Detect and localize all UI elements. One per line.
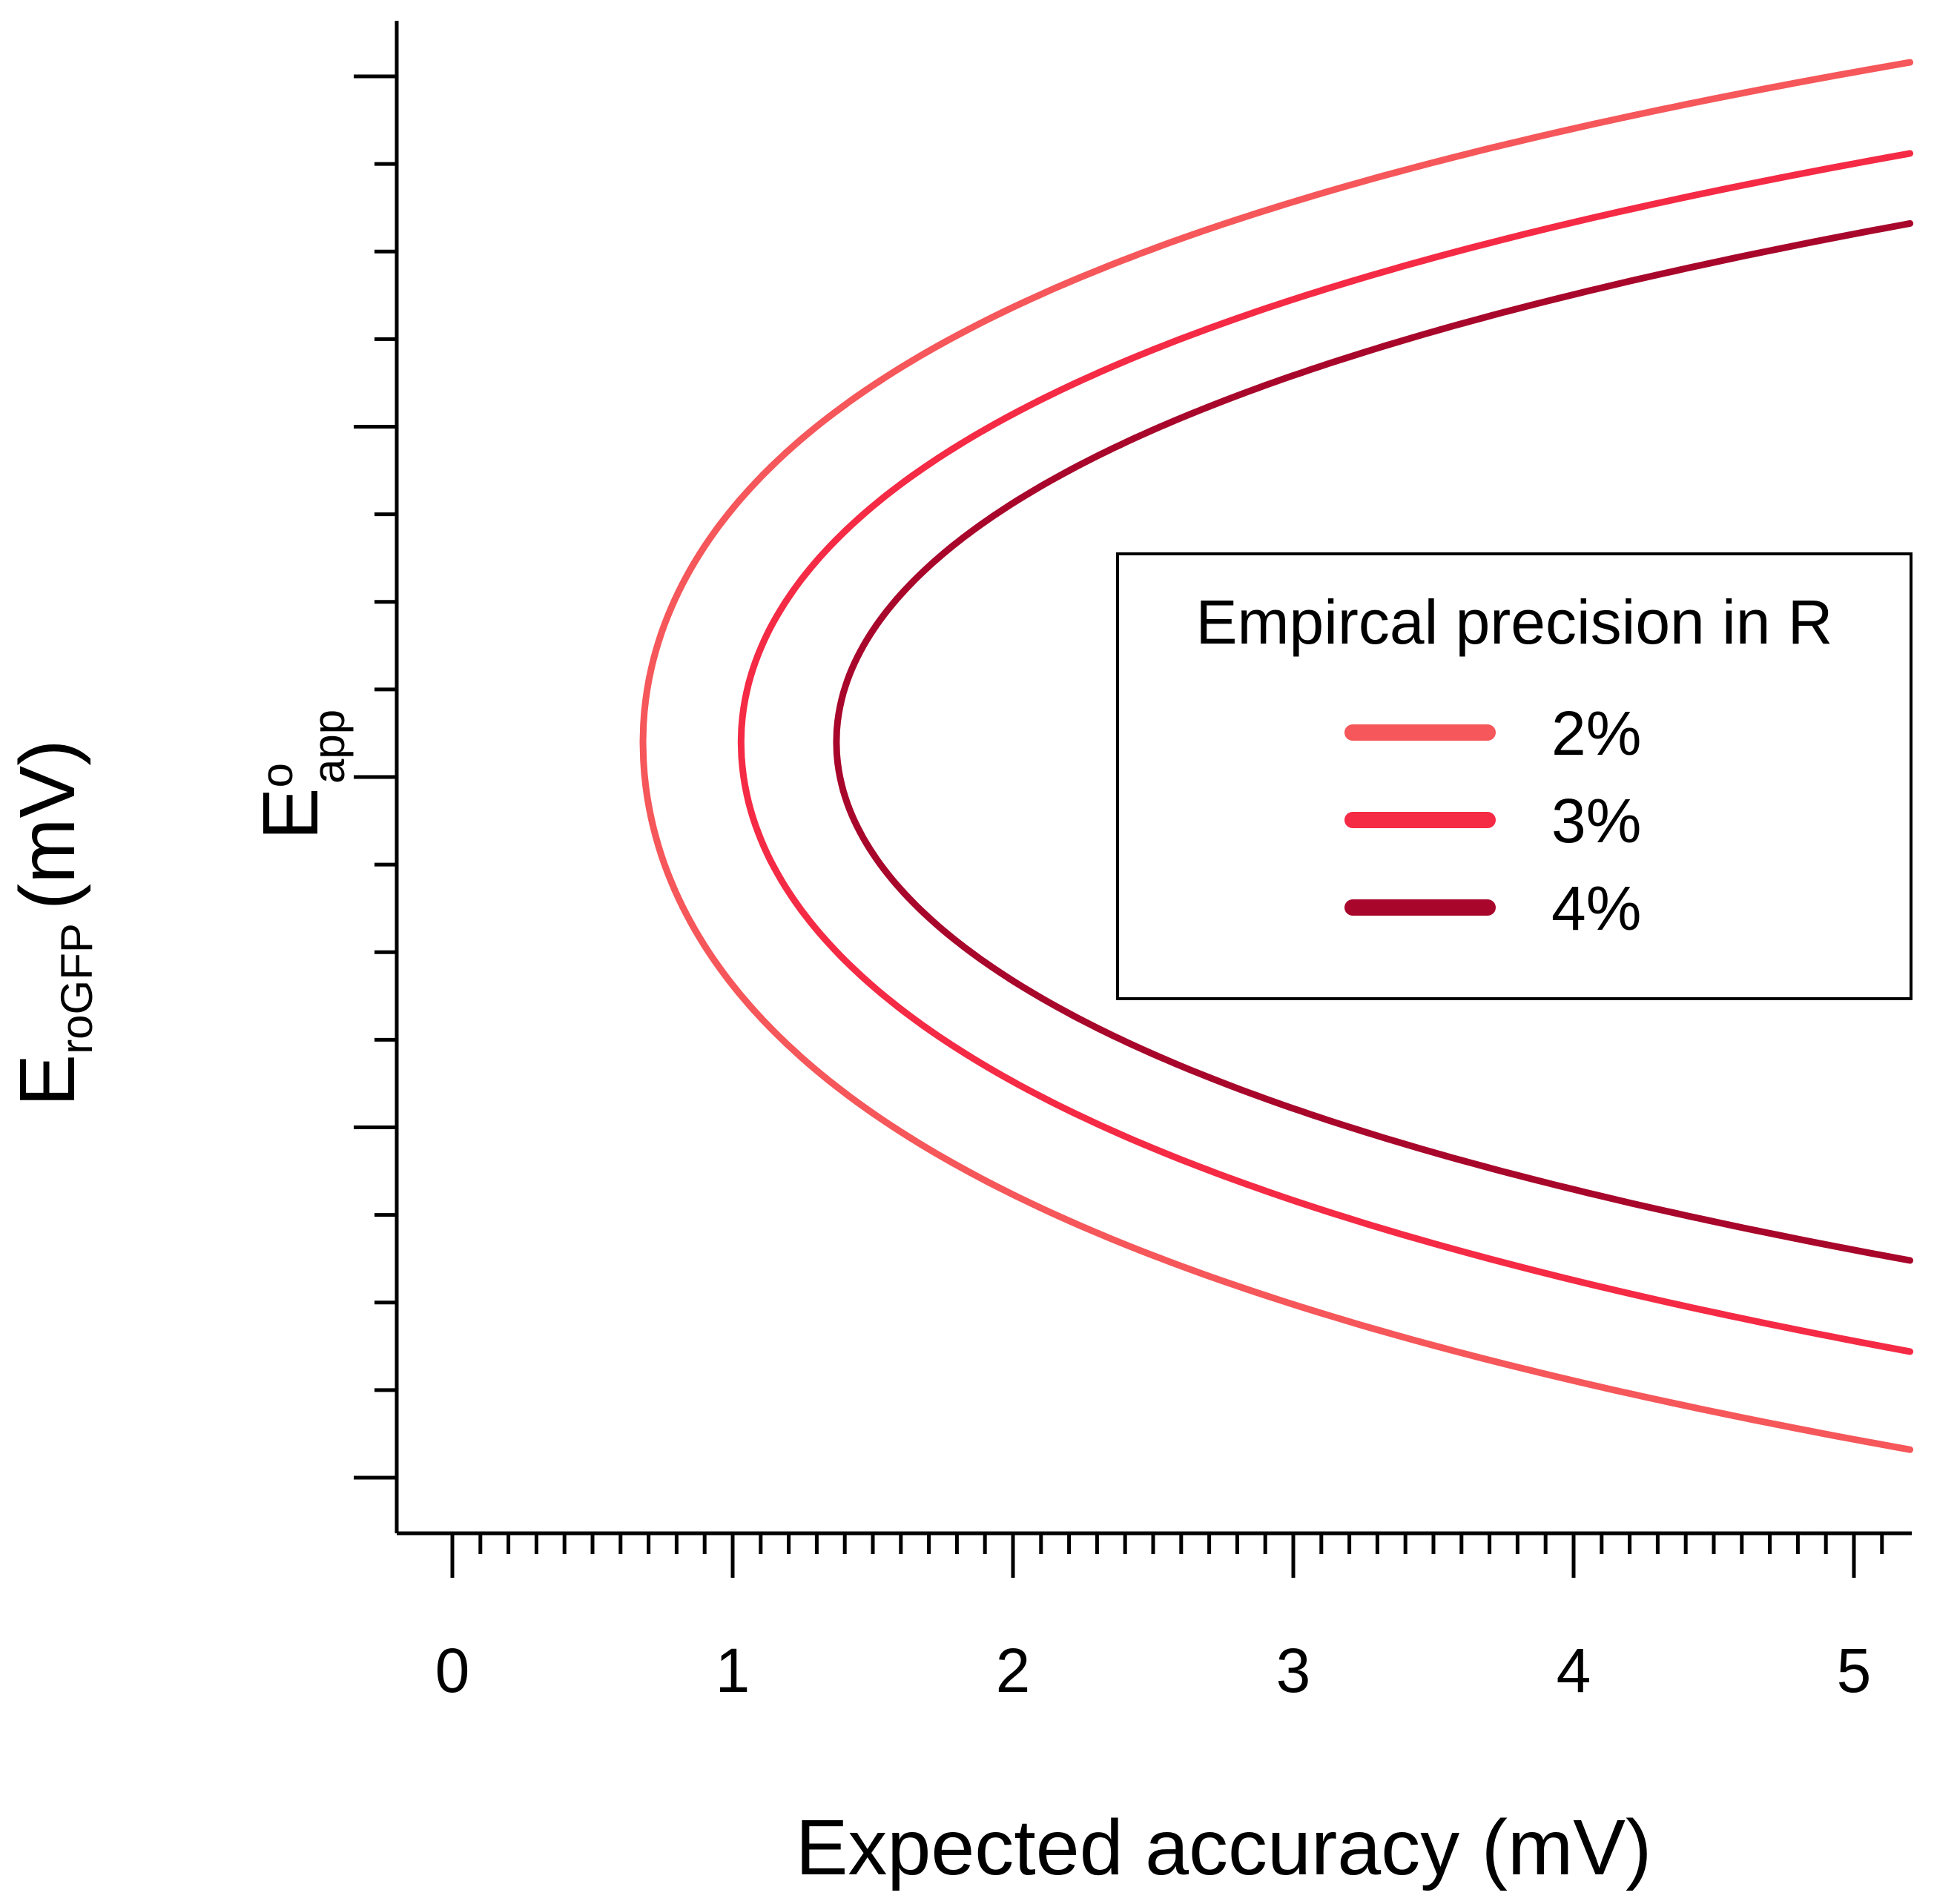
- series-line-3: [833, 219, 1914, 1264]
- x-axis-title: Expected accuracy (mV): [796, 1804, 1652, 1891]
- legend: Empircal precision in R 2% 3% 4%: [1116, 552, 1913, 1000]
- y-axis-title-outer-sub: roGFP: [52, 923, 102, 1054]
- axes: 0 1 2 3 4 5: [354, 21, 1912, 1705]
- y-axis-title-outer: EroGFP (mV): [4, 739, 102, 1106]
- legend-label-2: 3%: [1551, 786, 1641, 856]
- x-tick-label: 5: [1837, 1636, 1872, 1705]
- x-tick-label: 2: [996, 1636, 1031, 1705]
- series-line-1: [639, 59, 1914, 1453]
- series-line-2: [737, 150, 1914, 1355]
- x-tick-label: 1: [716, 1636, 750, 1705]
- legend-entries: 2% 3% 4%: [1344, 698, 1641, 943]
- y-axis-title-outer-main: E: [4, 1054, 91, 1107]
- legend-title: Empircal precision in R: [1196, 587, 1833, 657]
- y-axis-title-inner-sub: app: [304, 710, 354, 784]
- legend-label-3: 4%: [1551, 873, 1641, 943]
- y-axis-title-inner-sup: o: [252, 763, 302, 787]
- y-axis-title-inner: Eoapp: [247, 710, 354, 840]
- series-layer: [639, 59, 1914, 1453]
- x-tick-label: 4: [1557, 1636, 1591, 1705]
- legend-box: [1116, 552, 1913, 1000]
- y-axis-title-inner-main: E: [247, 787, 334, 840]
- legend-label-1: 2%: [1551, 698, 1641, 768]
- y-axis-title-outer-suffix: (mV): [4, 739, 91, 910]
- x-tick-label: 3: [1276, 1636, 1311, 1705]
- x-tick-label: 0: [435, 1636, 470, 1705]
